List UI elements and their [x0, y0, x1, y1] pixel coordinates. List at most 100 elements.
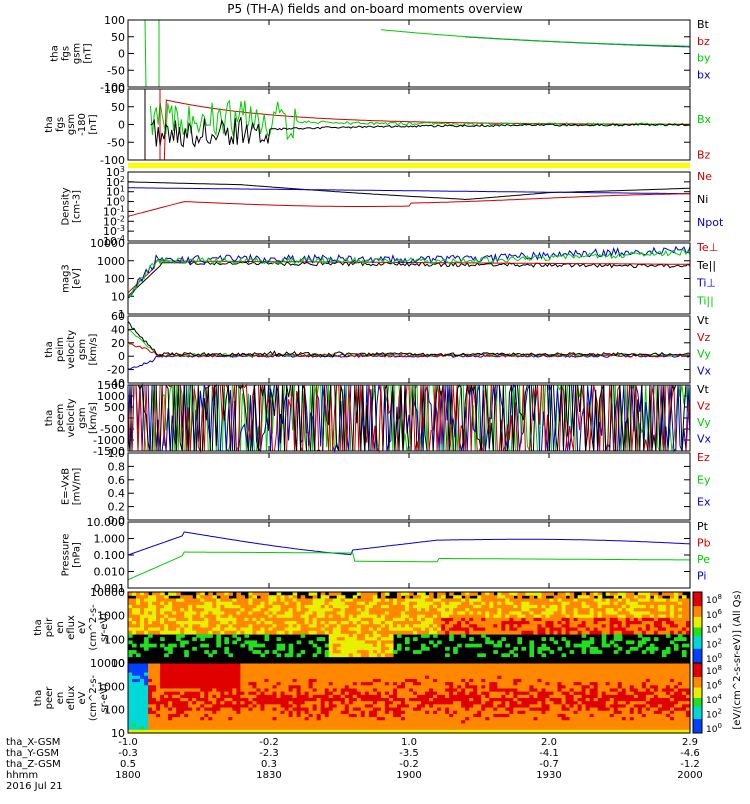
- spectrogram-cell: [176, 637, 181, 641]
- y-axis-label-line: [eV]: [72, 268, 83, 289]
- y-axis-label-line: [nT]: [88, 114, 99, 134]
- spectrogram-cell: [289, 653, 294, 657]
- y-axis-label-line: sr-eV): [99, 683, 110, 712]
- spectrogram-cell: [441, 631, 446, 635]
- y-axis-label-line: velocity: [66, 330, 77, 369]
- spectrogram-cell: [626, 631, 631, 635]
- y-tick-label: -50: [107, 136, 125, 149]
- spectrogram-cell: [477, 631, 482, 635]
- spectrogram-cell: [309, 640, 314, 644]
- spectrogram-cell: [477, 644, 482, 648]
- spectrogram-cell: [373, 653, 378, 657]
- spectrogram-cell: [212, 650, 217, 654]
- spectrogram-cell: [369, 653, 374, 657]
- spectrogram-cell: [658, 631, 663, 635]
- y-tick-label: 10.000: [87, 516, 126, 529]
- spectrogram-cell: [501, 631, 506, 635]
- spectrogram-cell: [405, 640, 410, 644]
- y-axis-label-line: tha: [44, 116, 55, 132]
- spectrogram-cell: [485, 640, 490, 644]
- spectrogram-cell: [172, 631, 177, 635]
- spectrogram-ions: [128, 592, 691, 663]
- spectrogram-cell: [236, 631, 241, 635]
- legend-by: by: [697, 52, 711, 65]
- chart-title: P5 (TH-A) fields and on-board moments ov…: [227, 2, 523, 16]
- spectrogram-cell: [562, 653, 567, 657]
- y-axis-label: mag3[eV]: [61, 264, 83, 293]
- y-axis-label-line: Pressure: [61, 534, 72, 577]
- y-tick-label: 40: [111, 323, 125, 336]
- y-axis-label-line: tha: [44, 410, 55, 426]
- spectrogram-cell: [413, 650, 418, 654]
- spectrogram-cell: [473, 631, 478, 635]
- spectrogram-cell: [309, 631, 314, 635]
- spectrogram-cell: [393, 650, 398, 654]
- spectrogram-cell: [481, 653, 486, 657]
- spectrogram-cell: [160, 644, 165, 648]
- spectrogram-cell: [260, 631, 265, 635]
- legend-Pb: Pb: [697, 537, 711, 550]
- spectrogram-cell: [425, 634, 430, 638]
- y-axis-label-line: gsm: [66, 114, 77, 135]
- spectrogram-cell: [674, 637, 679, 641]
- spectrogram-cell: [541, 653, 546, 657]
- spectrogram-cell: [678, 637, 683, 641]
- spectrogram-cell: [313, 644, 318, 648]
- spectrogram-cell: [172, 644, 177, 648]
- spectrogram-cell: [273, 631, 278, 635]
- spectrogram-cell: [168, 592, 173, 596]
- spectrogram-cell: [550, 631, 555, 635]
- y-tick-label: 0: [118, 119, 125, 132]
- spectrogram-cell: [602, 644, 607, 648]
- y-tick-label: 0: [118, 350, 125, 363]
- spectrogram-cell: [252, 644, 257, 648]
- spectrogram-cell: [160, 631, 165, 635]
- legend-Pt: Pt: [697, 520, 709, 533]
- spectrogram-cell: [264, 650, 269, 654]
- spectrogram-cell: [305, 631, 310, 635]
- spectrogram-cell: [236, 637, 241, 641]
- y-tick-label: 0.6: [108, 474, 126, 487]
- spectrogram-cell: [132, 644, 137, 648]
- spectrogram-cell: [144, 631, 149, 635]
- spectrogram-cell: [176, 592, 181, 596]
- spectrogram-cell: [152, 644, 157, 648]
- legend-Vx: Vx: [697, 433, 712, 446]
- y-tick-label: 100: [104, 273, 125, 286]
- spectrogram-cell: [566, 631, 571, 635]
- y-axis-label-line: eV: [77, 691, 88, 704]
- spectrogram-cell: [505, 631, 510, 635]
- spectrogram-cell: [525, 631, 530, 635]
- spectrogram-cell: [212, 631, 217, 635]
- spectrogram-cell: [682, 631, 687, 635]
- spectrogram-cell: [582, 634, 587, 638]
- spectrogram-cell: [325, 631, 330, 635]
- spectrogram-cell: [421, 647, 426, 651]
- spectrogram-cell: [244, 640, 249, 644]
- spectrogram-cell: [256, 644, 261, 648]
- spectrogram-cell: [590, 640, 595, 644]
- spectrogram-cell: [269, 631, 274, 635]
- spectrogram-cell: [281, 647, 286, 651]
- spectrogram-cell: [642, 631, 647, 635]
- spectrogram-cell: [610, 631, 615, 635]
- spectrogram-cell: [168, 631, 173, 635]
- spectrogram-cell: [297, 653, 302, 657]
- spectrogram-cell: [618, 592, 623, 596]
- spectrogram-cell: [550, 592, 555, 596]
- y-axis-label-line: en: [55, 621, 66, 634]
- spectrogram-cell: [586, 631, 591, 635]
- spectrogram-cell: [325, 653, 330, 657]
- y-axis-label-line: Density: [61, 187, 72, 225]
- spectrogram-cell: [489, 631, 494, 635]
- spectrogram-cell: [493, 631, 498, 635]
- spectrogram-cell: [646, 637, 651, 641]
- spectrogram-cell: [136, 653, 141, 657]
- legend-Ey: Ey: [697, 473, 711, 486]
- y-axis-label-line: [nPa]: [72, 542, 83, 568]
- spectrogram-cell: [682, 644, 687, 648]
- spectrogram-cell: [630, 631, 635, 635]
- spectrogram-cell: [594, 650, 599, 654]
- spectrogram-cell: [168, 650, 173, 654]
